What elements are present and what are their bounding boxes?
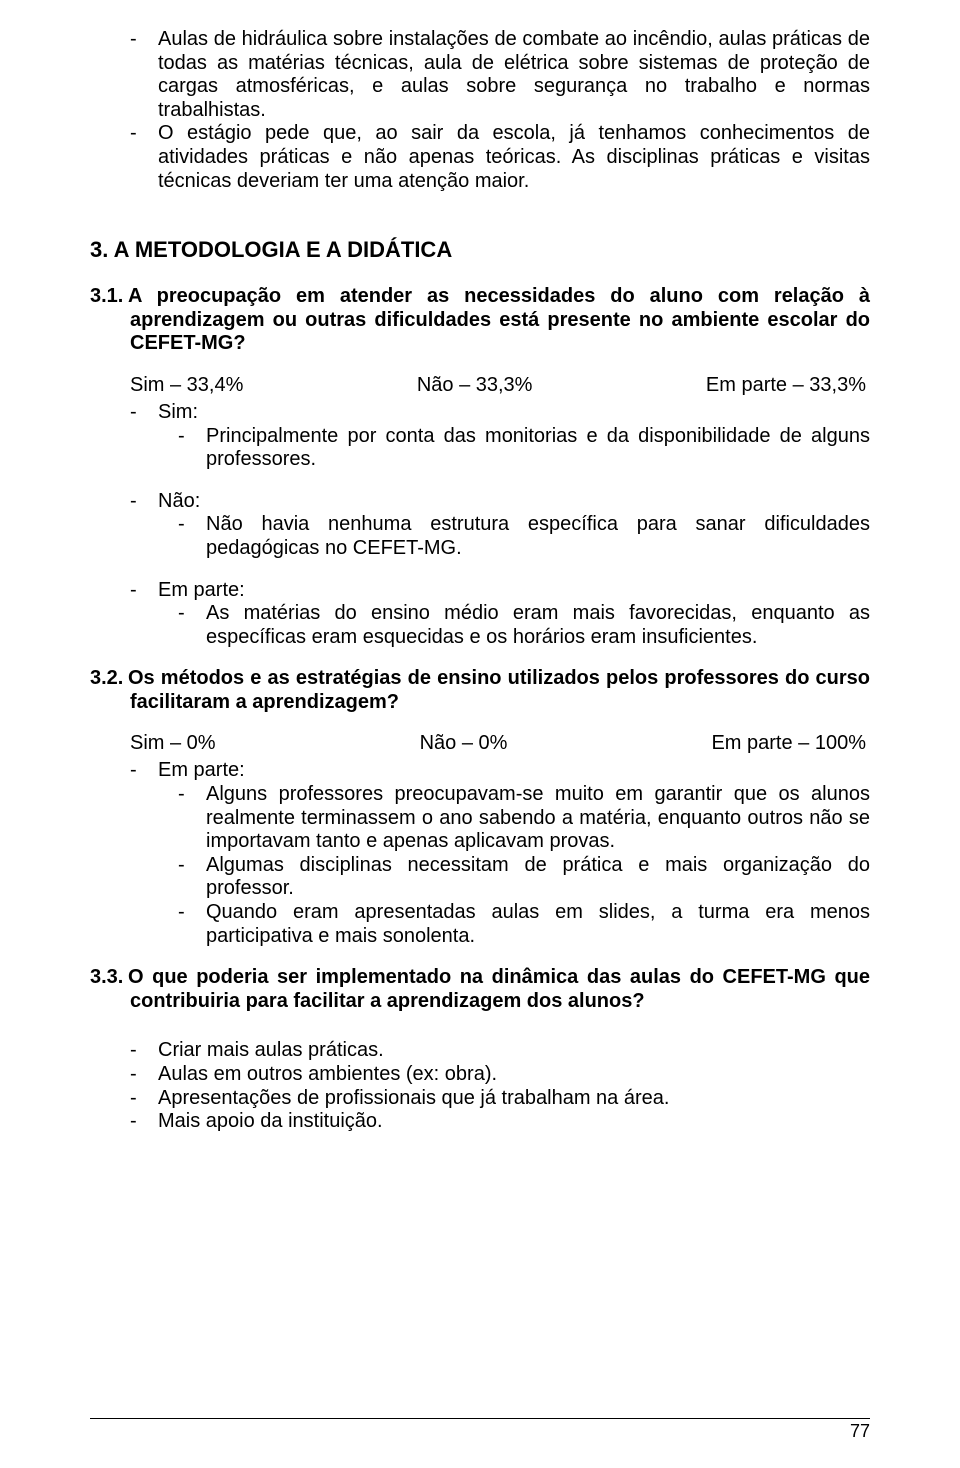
bullet-dash: - [130,28,158,122]
bullet-dash: - [130,401,158,425]
question-3-2: 3.2.Os métodos e as estratégias de ensin… [90,667,870,714]
bullet-dash: - [178,425,206,472]
bullet-dash: - [130,1110,158,1134]
answer-item: - Não havia nenhuma estrutura específica… [178,513,870,560]
stat-sim: Sim – 0% [130,732,216,755]
section-title: A METODOLOGIA E A DIDÁTICA [114,237,453,262]
answer-item-text: Algumas disciplinas necessitam de prátic… [206,854,870,901]
bullet-dash: - [130,1063,158,1087]
question-3-1: 3.1.A preocupação em atender as necessid… [90,285,870,356]
intro-bullet-text: Aulas de hidráulica sobre instalações de… [158,28,870,122]
answer-item-text: Criar mais aulas práticas. [158,1039,870,1063]
stats-row-3-2: Sim – 0% Não – 0% Em parte – 100% [90,732,870,755]
answer-item: - Aulas em outros ambientes (ex: obra). [130,1063,870,1087]
question-text: O que poderia ser implementado na dinâmi… [128,966,870,1012]
answer-label: Não: [158,490,870,514]
answer-label: Em parte: [158,579,870,603]
bullet-dash: - [178,901,206,948]
document-page: - Aulas de hidráulica sobre instalações … [0,0,960,1468]
answer-item: - Alguns professores preocupavam-se muit… [178,783,870,854]
stat-emparte: Em parte – 33,3% [706,374,866,397]
page-number: 77 [850,1421,870,1441]
answer-item-text: Quando eram apresentadas aulas em slides… [206,901,870,948]
question-text: A preocupação em atender as necessidades… [128,285,870,354]
section-number: 3. [90,237,108,262]
stat-nao: Não – 0% [420,732,508,755]
section-heading: 3. A METODOLOGIA E A DIDÁTICA [90,237,870,263]
answer-group-nao: - Não: [130,490,870,514]
answer-item: - Quando eram apresentadas aulas em slid… [178,901,870,948]
answer-item-text: Aulas em outros ambientes (ex: obra). [158,1063,870,1087]
question-text: Os métodos e as estratégias de ensino ut… [128,667,870,713]
answer-item: - Algumas disciplinas necessitam de prát… [178,854,870,901]
answer-group-emparte: - Em parte: [130,759,870,783]
bullet-dash: - [130,1087,158,1111]
intro-bullet: - O estágio pede que, ao sair da escola,… [130,122,870,193]
answer-item-text: Alguns professores preocupavam-se muito … [206,783,870,854]
bullet-dash: - [130,759,158,783]
bullet-dash: - [130,122,158,193]
answer-item-text: Principalmente por conta das monitorias … [206,425,870,472]
question-number: 3.2. [90,667,128,691]
question-number: 3.3. [90,966,128,990]
stat-sim: Sim – 33,4% [130,374,243,397]
answer-item: - Criar mais aulas práticas. [130,1039,870,1063]
question-number: 3.1. [90,285,128,309]
answer-item-text: As matérias do ensino médio eram mais fa… [206,602,870,649]
answer-label: Em parte: [158,759,870,783]
bullet-dash: - [178,854,206,901]
answer-item: - Apresentações de profissionais que já … [130,1087,870,1111]
answer-item: - Mais apoio da instituição. [130,1110,870,1134]
bullet-dash: - [130,490,158,514]
bullet-dash: - [130,1039,158,1063]
bullet-dash: - [178,513,206,560]
answer-item-text: Não havia nenhuma estrutura específica p… [206,513,870,560]
page-footer: 77 [90,1418,870,1442]
stat-nao: Não – 33,3% [417,374,533,397]
answer-label: Sim: [158,401,870,425]
bullet-dash: - [130,579,158,603]
bullet-dash: - [178,602,206,649]
answer-item-text: Apresentações de profissionais que já tr… [158,1087,870,1111]
stat-emparte: Em parte – 100% [711,732,866,755]
question-3-3: 3.3.O que poderia ser implementado na di… [90,966,870,1013]
answer-group-sim: - Sim: [130,401,870,425]
answer-group-emparte: - Em parte: [130,579,870,603]
answer-item: - As matérias do ensino médio eram mais … [178,602,870,649]
answer-item: - Principalmente por conta das monitoria… [178,425,870,472]
intro-bullet: - Aulas de hidráulica sobre instalações … [130,28,870,122]
bullet-dash: - [178,783,206,854]
answer-item-text: Mais apoio da instituição. [158,1110,870,1134]
intro-bullet-text: O estágio pede que, ao sair da escola, j… [158,122,870,193]
stats-row-3-1: Sim – 33,4% Não – 33,3% Em parte – 33,3% [90,374,870,397]
